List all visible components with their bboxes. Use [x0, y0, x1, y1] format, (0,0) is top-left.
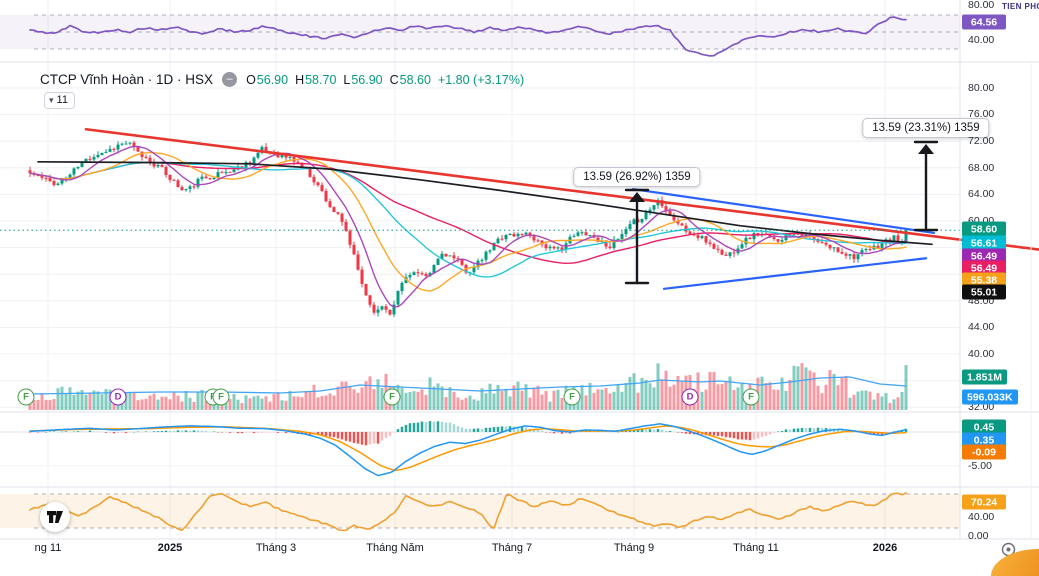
price-axis-badge: 0.45 [962, 419, 1006, 435]
price-axis-badge: 55.38 [962, 272, 1006, 288]
ohlc-values: O56.90 H58.70 L56.90 C58.60 +1.80 (+3.17… [246, 73, 524, 87]
event-marker-f[interactable]: F [212, 388, 230, 406]
price-axis-label: 40.00 [968, 511, 995, 523]
price-axis-badge: 596.033K [962, 389, 1018, 405]
data-provider-watermark: TIEN PHO [1002, 2, 1039, 11]
tradingview-logo-glyph [47, 511, 63, 523]
price-axis-badge: 55.01 [962, 284, 1006, 300]
time-axis-label: Tháng 9 [613, 542, 655, 554]
time-axis-label: Tháng 7 [491, 542, 533, 554]
price-axis-badge: -0.09 [962, 444, 1006, 460]
time-axis-label: Tháng 11 [733, 542, 779, 554]
price-axis-label: 40.00 [968, 348, 995, 360]
low-value: 56.90 [351, 72, 383, 87]
symbol-legend: CTCP Vĩnh Hoàn · 1D · HSX – O56.90 H58.7… [40, 72, 524, 87]
event-marker-f[interactable]: F [742, 388, 760, 406]
change-value: +1.80 (+3.17%) [437, 72, 525, 87]
low-label: L [343, 72, 351, 87]
price-axis-badge: 70.24 [962, 494, 1006, 510]
indicator-count: 11 [56, 94, 68, 106]
high-label: H [295, 72, 305, 87]
measure-annotation-label[interactable]: 13.59 (26.92%) 1359 [573, 167, 701, 187]
chevron-down-icon: ▾ [49, 94, 54, 105]
measure-annotation-label[interactable]: 13.59 (23.31%) 1359 [862, 118, 990, 138]
time-axis-label: 2025 [157, 542, 183, 554]
price-axis-badge: 1.851M [962, 369, 1008, 385]
price-axis-badge: 58.60 [962, 221, 1006, 237]
event-marker-f[interactable]: F [383, 388, 401, 406]
price-axis-label: 44.00 [968, 321, 995, 333]
time-axis-label: ng 11 [34, 542, 62, 554]
price-axis-badge: 56.61 [962, 235, 1006, 251]
open-label: O [246, 72, 256, 87]
event-marker-f[interactable]: F [563, 388, 581, 406]
close-value: 58.60 [399, 72, 431, 87]
event-marker-d[interactable]: D [109, 388, 127, 406]
price-axis-label: 40.00 [968, 34, 995, 46]
price-axis-label: 76.00 [968, 108, 995, 120]
price-axis-label: 68.00 [968, 162, 995, 174]
time-axis-label: Tháng 3 [255, 542, 297, 554]
open-value: 56.90 [256, 72, 289, 87]
price-axis-badge: 0.35 [962, 432, 1006, 448]
price-axis-label: -5.00 [968, 460, 992, 472]
price-axis-label: 80.00 [968, 0, 995, 11]
close-label: C [389, 72, 399, 87]
high-value: 58.70 [305, 72, 337, 87]
tradingview-logo[interactable] [40, 502, 70, 532]
symbol-title[interactable]: CTCP Vĩnh Hoàn · 1D · HSX [40, 72, 214, 87]
price-axis-badge: 56.49 [962, 248, 1006, 264]
time-axis-label: Tháng Năm [366, 542, 424, 554]
collapse-legend-icon[interactable]: – [222, 72, 238, 87]
price-axis-label: 0.00 [968, 530, 989, 542]
event-marker-f[interactable]: F [17, 388, 35, 406]
price-axis-badge: 64.56 [962, 14, 1006, 30]
price-axis-label: 80.00 [968, 82, 995, 94]
event-marker-d[interactable]: D [681, 388, 699, 406]
price-axis-label: 64.00 [968, 188, 995, 200]
price-axis-label: 72.00 [968, 135, 995, 147]
price-axis-badge: 56.49 [962, 260, 1006, 276]
indicator-count-button[interactable]: ▾ 11 [44, 92, 75, 109]
time-axis-label: 2026 [872, 542, 898, 554]
